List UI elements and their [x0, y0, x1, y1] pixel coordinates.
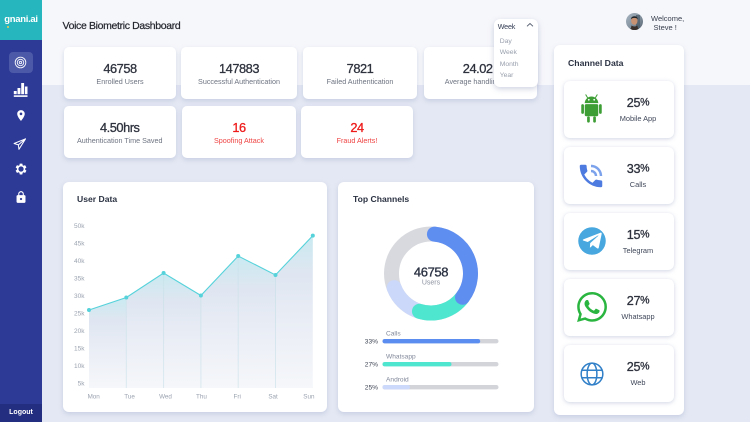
svg-text:46758: 46758: [414, 265, 448, 280]
svg-text:35k: 35k: [74, 276, 85, 283]
svg-text:50k: 50k: [74, 223, 85, 230]
svg-text:Calls: Calls: [386, 330, 401, 337]
svg-text:45k: 45k: [74, 241, 85, 248]
svg-text:25k: 25k: [74, 311, 85, 318]
svg-text:5k: 5k: [78, 381, 86, 388]
svg-text:Whatsapp: Whatsapp: [386, 353, 416, 360]
svg-text:Thu: Thu: [196, 394, 207, 401]
svg-text:40k: 40k: [74, 258, 85, 265]
svg-text:30k: 30k: [74, 293, 85, 300]
svg-text:Fri: Fri: [234, 394, 241, 401]
svg-text:10k: 10k: [74, 363, 85, 370]
svg-text:Mon: Mon: [88, 394, 101, 401]
svg-text:15k: 15k: [74, 346, 85, 353]
svg-text:Android: Android: [386, 376, 409, 383]
svg-text:25%: 25%: [365, 384, 378, 391]
svg-text:33%: 33%: [365, 338, 378, 345]
svg-text:Wed: Wed: [159, 394, 172, 401]
svg-text:27%: 27%: [365, 361, 378, 368]
svg-text:Tue: Tue: [124, 394, 135, 401]
svg-text:Sat: Sat: [268, 394, 278, 401]
svg-text:Sun: Sun: [303, 394, 315, 401]
svg-text:20k: 20k: [74, 328, 85, 335]
svg-text:Users: Users: [422, 280, 441, 287]
